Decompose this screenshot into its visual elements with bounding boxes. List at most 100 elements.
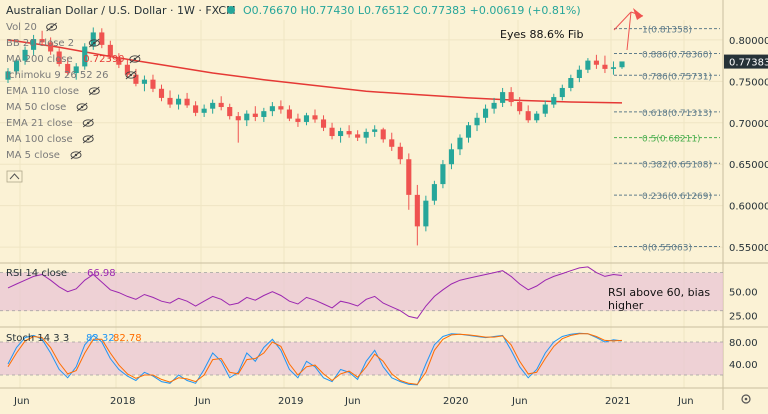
candle-body [269,106,275,112]
indicator-label: MA 50 close [6,102,66,113]
fib-label: 0.886(0.78360) [642,50,712,60]
indicator-label: MA 100 close [6,134,73,145]
price-axis: 0.80000 0.75000 0.70000 0.65000 0.60000 0.550… [729,36,768,254]
candle-body [363,131,369,138]
hide-indicator-icon [82,118,94,128]
candle-body [542,104,548,114]
time-tick-label: Jun [13,396,30,407]
price-tick-label: 0.80000 [729,36,768,47]
market-status-icon [227,6,235,14]
hide-indicator-icon [88,86,100,96]
candle-body [73,66,79,74]
candle-body [397,146,403,160]
candle-body [517,102,523,112]
candle-body [457,137,463,150]
osc-tick-label: 25.00 [729,311,758,322]
stoch-panel: 80.00 40.00 [0,332,758,386]
time-tick-label: 2021 [605,396,630,407]
candle-body [116,57,122,65]
candle-body [141,79,148,84]
chart-settings-button[interactable] [741,394,751,404]
candle-body [303,115,310,122]
price-tick-label: 0.70000 [729,119,768,130]
price-tick-label: 0.75000 [729,77,768,88]
candle-body [320,119,327,128]
candle-body [355,134,361,138]
rsi-value: 66.98 [87,268,116,279]
candle-body [474,117,480,126]
hide-indicator-icon [46,22,58,32]
candle-body [406,159,412,195]
candle-body [82,46,88,67]
indicator-value: 0.72390 [83,54,124,65]
candle-body [261,111,267,117]
candle-body [338,131,344,137]
time-tick-label: Jun [677,396,694,407]
price-tick-label: 0.65000 [729,160,768,171]
last-price-tag: 0.77383 [724,54,768,69]
candle-body [167,97,173,105]
candle-body [244,113,250,121]
candle-body [124,64,130,75]
candle-body [423,200,429,227]
indicator-label: EMA 110 close [6,86,79,97]
candle-body [48,42,54,52]
fib-label: 0(0.55063) [642,244,692,254]
stoch-k-value: 82.32 [86,333,115,344]
candle-body [278,106,284,110]
projection-arrow [613,8,644,51]
candle-body [184,98,190,106]
hide-indicator-icon [76,102,88,112]
oscillator-band [0,272,723,311]
candle-body [210,102,216,109]
candle-body [551,97,557,105]
hide-indicator-icon [88,38,100,48]
candle-body [576,69,582,79]
candle-body [440,164,446,185]
candle-body [482,108,489,118]
candle-body [252,113,258,117]
fib-levels: 1(0.81358) 0.886(0.78360) 0.786(0.75731) 0.… [614,26,720,254]
candle-body [22,49,28,61]
candle-body [218,102,224,108]
candle-body [525,111,531,121]
rsi-annotation-line1: RSI above 60, bias [608,286,710,299]
candle-body [158,88,165,98]
candle-body [13,60,20,72]
fib-label: 0.786(0.75731) [642,72,712,82]
candle-body [5,71,11,80]
osc-tick-label: 40.00 [729,360,758,371]
candle-body [39,39,45,43]
candle-body [286,109,292,119]
candle-body [380,129,386,140]
candle-body [227,107,233,117]
candle-body [559,87,565,98]
candle-body [99,32,105,45]
candle-body [175,98,182,105]
candle-body [201,108,207,113]
rsi-label: RSI 14 close [6,268,67,279]
stoch-k-line [7,332,623,386]
candle-body [235,116,241,121]
candle-body [150,79,156,89]
collapse-legend-button[interactable] [6,170,23,183]
fib-label: 0.236(0.61269) [642,192,712,202]
indicator-list: Vol 20 BB 20 close 2 MA 200 close 0.72390 Ic… [6,22,141,161]
fib-label: 0.618(0.71313) [642,109,712,119]
candle-body [534,113,540,121]
fib-label: 0.382(0.65108) [642,160,712,170]
candle-body [500,92,506,103]
stoch-label: Stoch 14 3 3 [6,333,69,344]
candle-body [491,102,497,109]
oscillator-band [0,342,723,375]
indicator-label: MA 200 close [6,54,73,65]
candle-body [619,61,625,68]
time-tick-label: 2018 [110,396,135,407]
hide-indicator-icon [125,70,137,80]
candle-body [312,115,318,120]
candle-body [389,139,395,147]
ohlc-readout: O0.76670 H0.77430 L0.76512 C0.77383 +0.0… [243,4,581,17]
rsi-line [7,266,623,319]
candle-body [568,78,574,88]
